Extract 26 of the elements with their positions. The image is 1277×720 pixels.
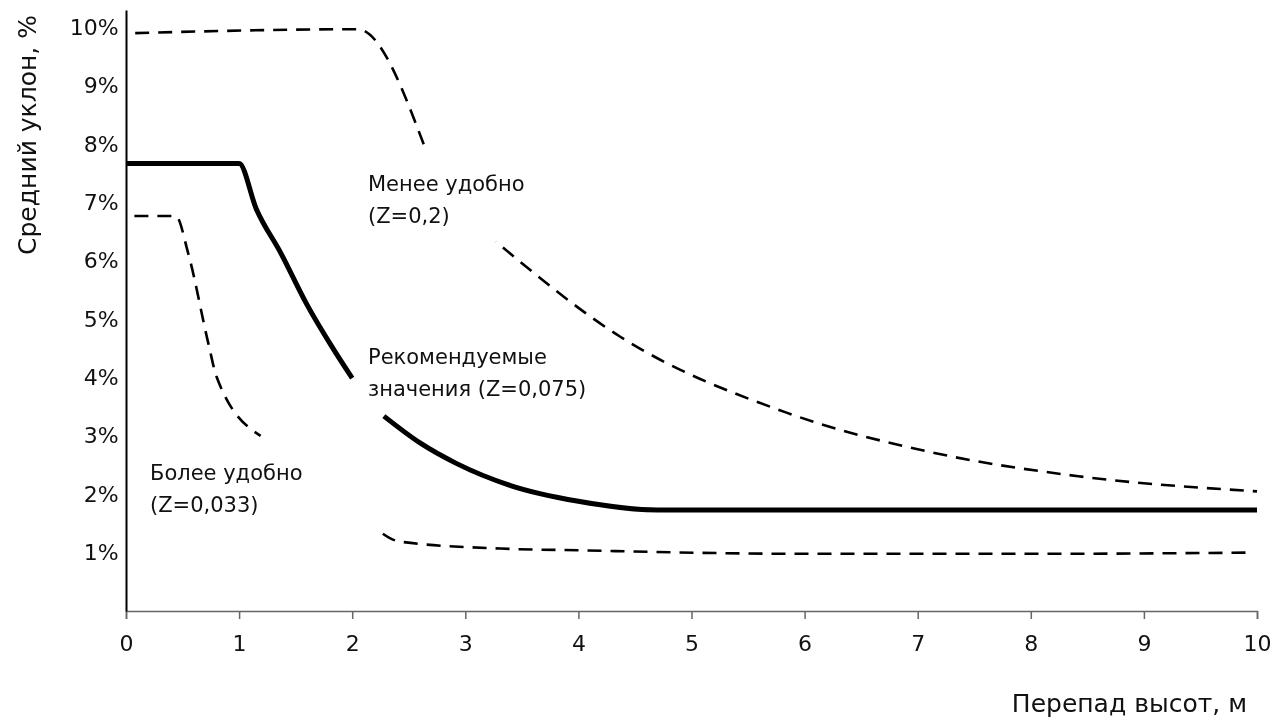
y-tick-label: 9% — [83, 73, 119, 99]
x-tick-label: 1 — [232, 630, 247, 656]
y-tick-label: 3% — [83, 423, 119, 449]
y-tick-label: 5% — [83, 306, 119, 332]
x-tick-label: 7 — [911, 630, 926, 656]
x-tick-label: 10 — [1243, 630, 1272, 656]
x-tick-label: 6 — [798, 630, 813, 656]
y-tick-label: 6% — [83, 248, 119, 274]
annotation: Более удобно (Z=0,033) — [150, 461, 303, 517]
x-tick-label: 4 — [571, 630, 586, 656]
annotation: Менее удобно (Z=0,2) — [368, 172, 525, 228]
y-tick-label: 7% — [83, 190, 119, 216]
x-tick-label: 2 — [345, 630, 360, 656]
x-tick-label: 3 — [458, 630, 473, 656]
y-tick-label: 4% — [83, 365, 119, 391]
x-axis-title: Перепад высот, м — [1011, 689, 1247, 718]
y-axis-title: Средний уклон, % — [13, 15, 42, 255]
y-tick-label: 2% — [83, 481, 119, 507]
y-tick-label: 1% — [83, 540, 119, 566]
annotation: Рекомендуемые значения (Z=0,075) — [368, 345, 587, 401]
x-tick-label: 8 — [1024, 630, 1039, 656]
x-tick-label: 5 — [685, 630, 699, 656]
y-tick-label: 8% — [83, 131, 119, 157]
x-tick-label: 0 — [119, 630, 134, 656]
y-tick-label: 10% — [69, 15, 119, 41]
x-tick-label: 9 — [1137, 630, 1152, 656]
